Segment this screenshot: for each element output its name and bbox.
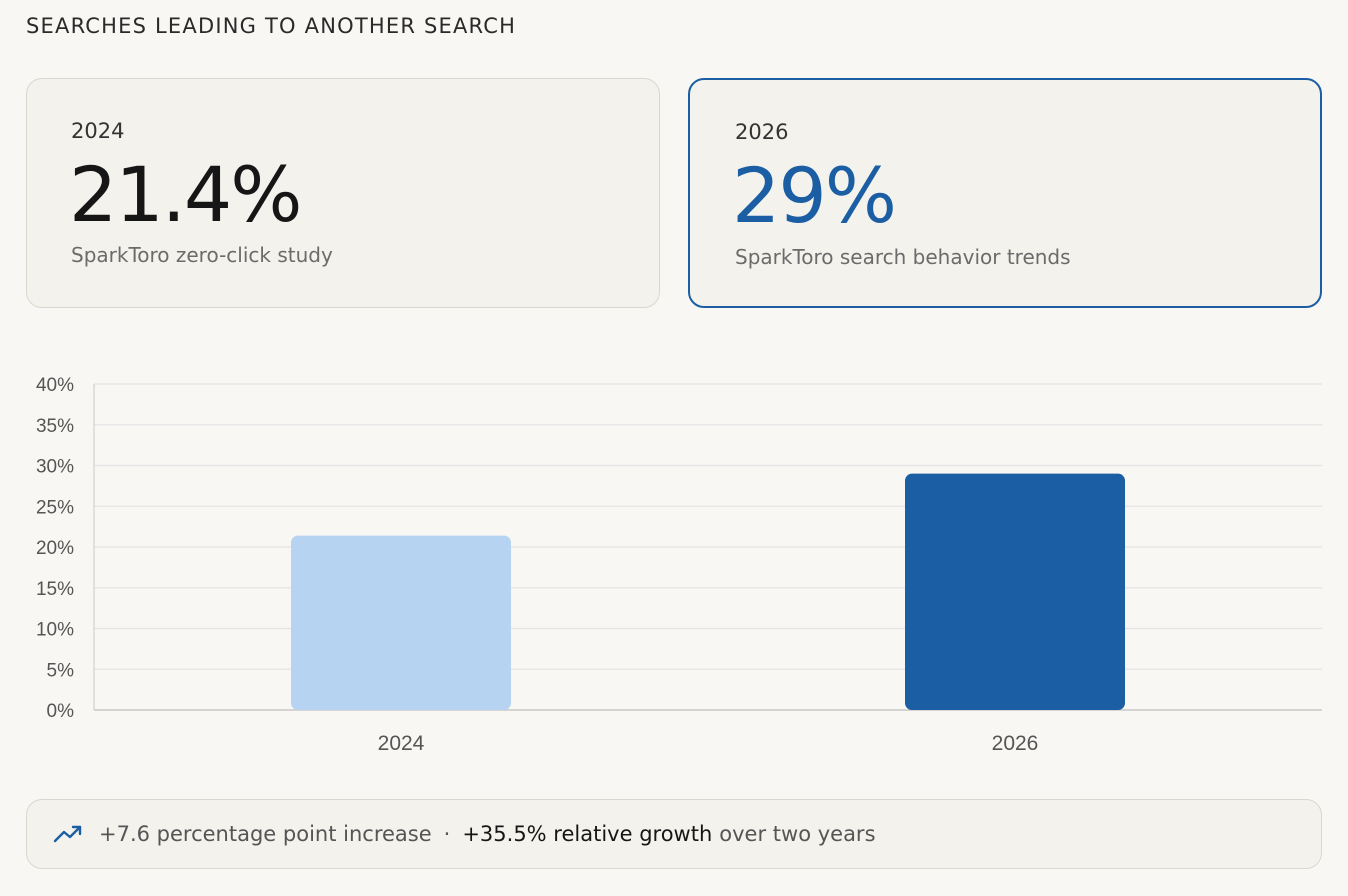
y-tick-label: 40% bbox=[36, 375, 74, 396]
stat-year: 2026 bbox=[735, 120, 789, 144]
x-tick-label: 2026 bbox=[992, 732, 1039, 755]
stat-card-2026: 2026 29% SparkToro search behavior trend… bbox=[688, 78, 1322, 308]
bar-2024 bbox=[291, 535, 511, 710]
separator: · bbox=[443, 822, 451, 846]
growth-text: +35.5% relative growth bbox=[462, 822, 713, 846]
stat-value: 21.4% bbox=[69, 150, 302, 239]
stat-source: SparkToro zero-click study bbox=[71, 243, 333, 267]
y-tick-label: 25% bbox=[36, 497, 74, 518]
increase-text: +7.6 percentage point increase bbox=[99, 822, 432, 846]
summary-banner: +7.6 percentage point increase · +35.5% … bbox=[26, 799, 1322, 869]
y-tick-label: 35% bbox=[36, 416, 74, 437]
stat-source: SparkToro search behavior trends bbox=[735, 245, 1071, 269]
section-title: SEARCHES LEADING TO ANOTHER SEARCH bbox=[26, 14, 517, 38]
y-tick-label: 15% bbox=[36, 579, 74, 600]
stat-year: 2024 bbox=[71, 119, 125, 143]
bar-chart: 0% 5% 10% 15% 20% 25% 30% 35% 40% 2024 2026 bbox=[36, 375, 1322, 755]
y-tick-label: 5% bbox=[47, 660, 75, 681]
y-tick-label: 10% bbox=[36, 620, 74, 641]
y-tick-label: 0% bbox=[47, 701, 75, 722]
bar-2026 bbox=[905, 473, 1125, 710]
x-tick-label: 2024 bbox=[378, 732, 425, 755]
stat-card-2024: 2024 21.4% SparkToro zero-click study bbox=[26, 78, 660, 308]
stat-value: 29% bbox=[732, 151, 897, 240]
trending-up-icon bbox=[53, 823, 83, 845]
growth-suffix: over two years bbox=[719, 822, 876, 846]
y-tick-label: 20% bbox=[36, 538, 74, 559]
y-tick-label: 30% bbox=[36, 457, 74, 478]
